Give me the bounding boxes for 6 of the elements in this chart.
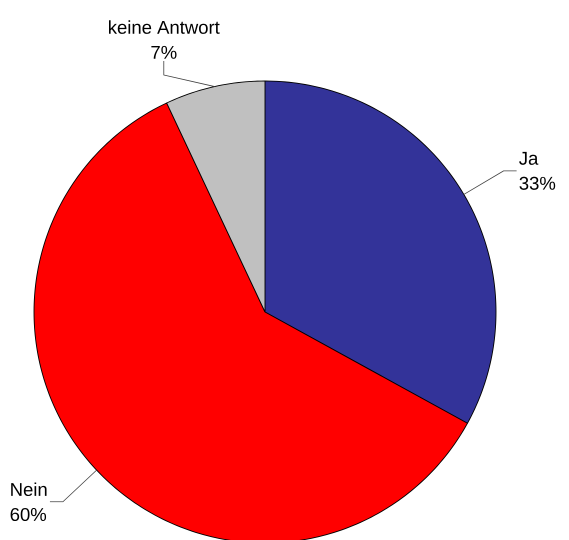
slice-label: Nein: [11, 482, 47, 496]
data-label: 7%: [151, 46, 177, 59]
data-label: 60%: [10, 508, 46, 522]
slice-label: keine Antwort: [109, 20, 220, 34]
data-label: 33%: [520, 176, 556, 190]
slice-label: Ja: [519, 152, 538, 165]
